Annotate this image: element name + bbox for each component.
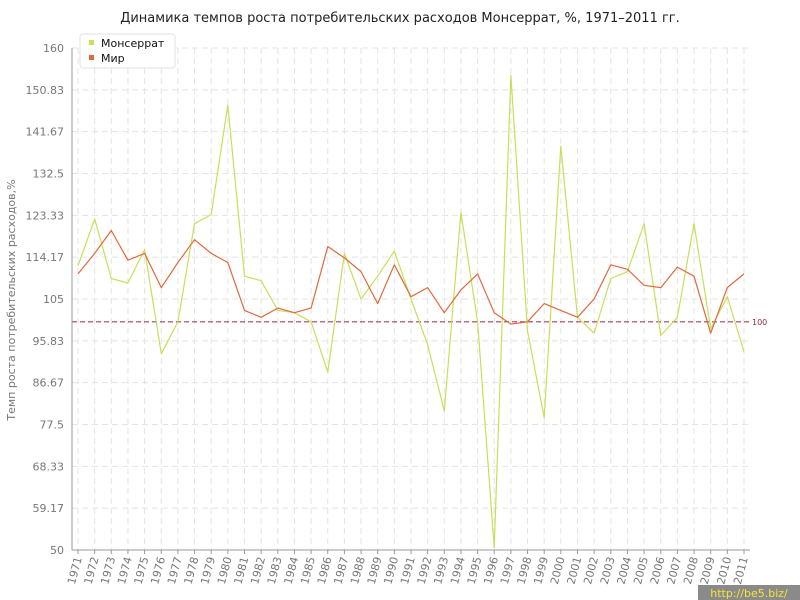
y-tick-label: 150.83 [26, 84, 65, 97]
series-lines [77, 74, 745, 549]
y-tick-label: 59.17 [33, 502, 65, 515]
legend-entry: Мир [101, 52, 125, 65]
y-tick-label: 68.33 [33, 460, 65, 473]
watermark-background [698, 585, 800, 600]
y-tick-label: 123.33 [26, 209, 65, 222]
gridlines [72, 47, 750, 550]
legend-entry: Монсеррат [101, 37, 165, 50]
chart-title: Динамика темпов роста потребительских ра… [120, 11, 680, 26]
legend-swatch [89, 40, 94, 45]
legend-swatch [89, 55, 94, 60]
x-tick-label: 2011 [731, 555, 751, 585]
y-tick-label: 50 [50, 544, 64, 557]
y-tick-label: 95.83 [33, 335, 65, 348]
legend: Монсеррат Мир [79, 33, 176, 69]
reference-line-group: 100 [72, 318, 767, 327]
y-tick-label: 86.67 [33, 377, 65, 390]
y-tick-label: 132.5 [33, 168, 65, 181]
series-line [77, 74, 745, 549]
axes [71, 48, 750, 554]
x-tick-labels: 1971197219731974197519761977197819791980… [65, 555, 751, 585]
y-tick-label: 160 [43, 42, 64, 55]
legend-box [79, 33, 176, 69]
y-tick-label: 77.5 [40, 419, 65, 432]
y-axis-label: Темп роста потребительских расходов,% [5, 179, 18, 421]
series-line [77, 229, 745, 334]
watermark: http://be5.biz/ [698, 585, 800, 600]
y-tick-label: 105 [43, 293, 64, 306]
y-tick-label: 114.17 [26, 251, 65, 264]
reference-line-label: 100 [752, 318, 767, 327]
y-tick-label: 141.67 [26, 126, 65, 139]
y-tick-labels: 50 59.17 68.33 77.5 86.67 95.83 105 114.17 123.3… [26, 42, 65, 557]
watermark-text: http://be5.biz/ [710, 587, 788, 600]
